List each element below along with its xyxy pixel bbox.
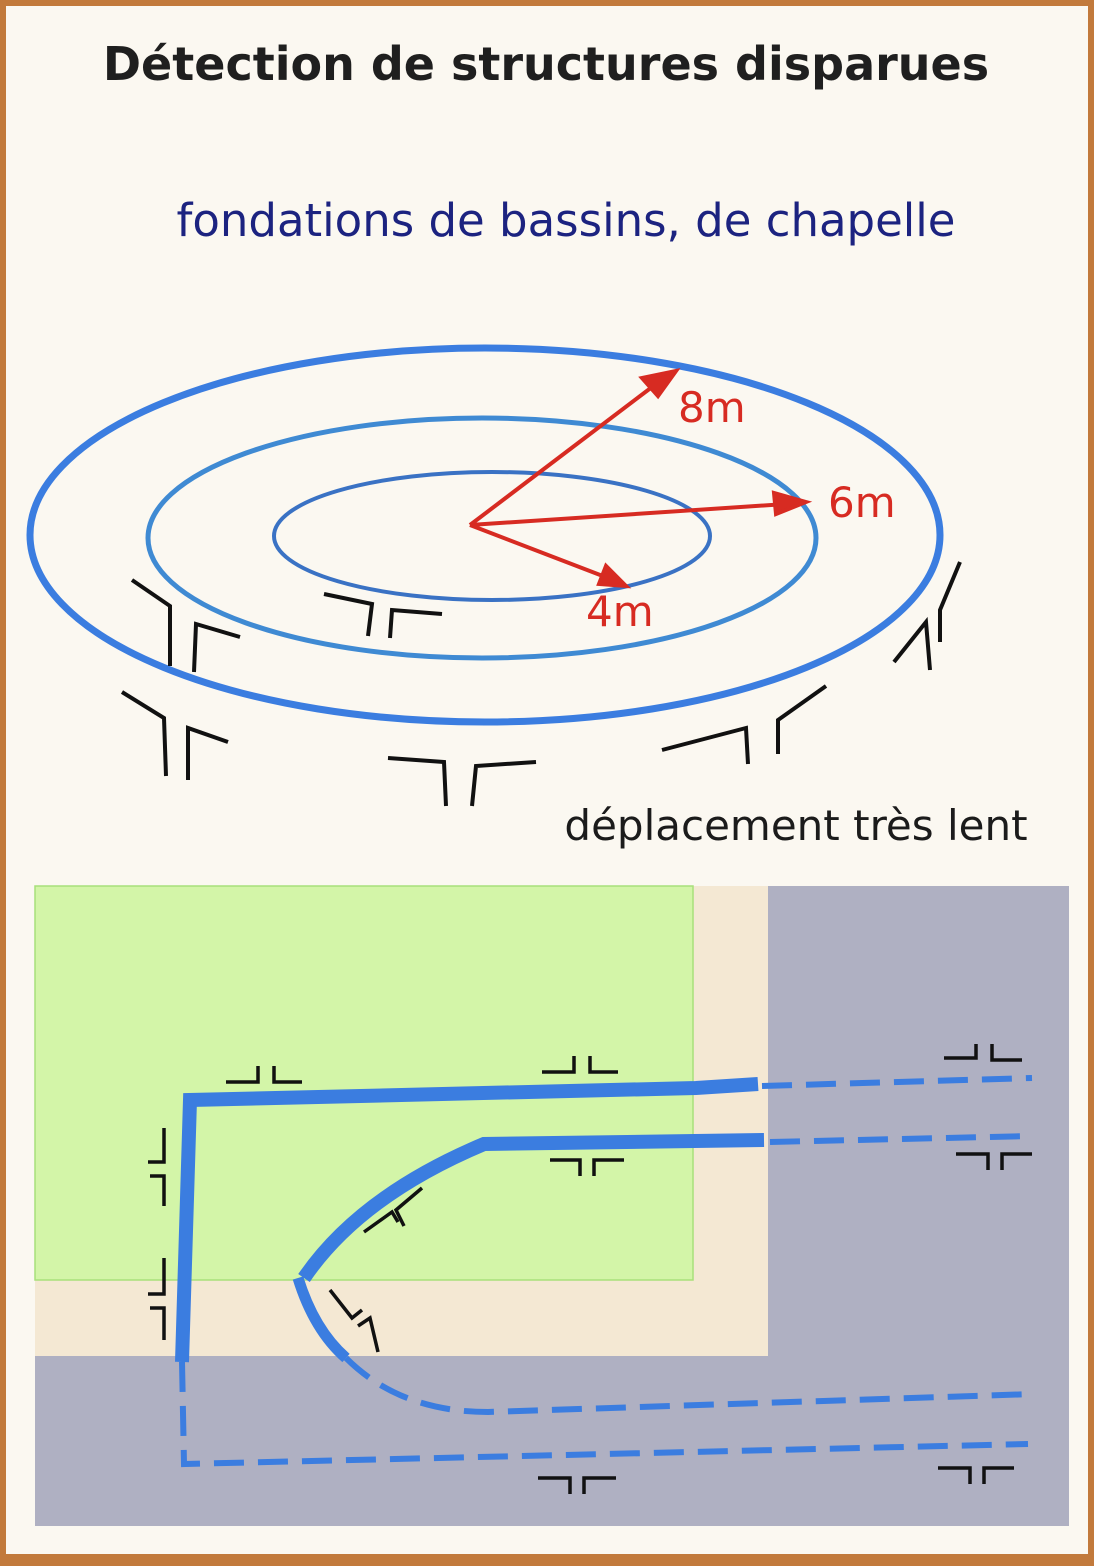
foundation-outer-dashed [179,1361,1029,1468]
label-8m: 8m [678,383,746,432]
crack-mark [982,1466,1014,1484]
crack-mark [550,1158,582,1176]
crack-mark [387,756,448,807]
foundation-inner-dashed [343,1355,1035,1416]
crack-mark [328,1288,364,1321]
diagram-title: Détection de structures disparues [103,37,989,91]
arrowhead-8m [638,368,681,400]
crack-mark [393,1186,424,1227]
crack-mark [226,1066,260,1084]
crack-mark [542,1056,576,1074]
crack-mark [150,1174,166,1206]
ring-inner [272,470,712,602]
crack-mark [148,1258,166,1296]
crack-mark [150,1306,166,1340]
crack-mark [470,760,537,807]
crack-mark [944,1044,978,1060]
foundation-top-dashed [761,1075,1033,1089]
diagram-frame: Détection de structures disparues fondat… [6,6,1088,1554]
crack-mark [357,1315,380,1353]
crack-mark [956,1152,990,1170]
crack-mark [990,1044,1022,1062]
map-panel [34,885,1069,1526]
arrowhead-4m [596,562,632,589]
crack-mark [148,1128,166,1164]
crack-mark [120,690,168,777]
crack-mark [130,578,172,666]
crack-mark [661,725,750,765]
crack-marks-top [120,561,962,807]
diagram-subtitle: fondations de bassins, de chapelle [177,194,956,247]
crack-mark [1000,1152,1032,1170]
crack-mark [592,1158,624,1176]
crack-mark [362,1209,400,1234]
crack-mark [538,1476,572,1494]
label-4m: 4m [586,587,654,636]
foundation-lines-dashed [179,1075,1035,1468]
crack-mark [776,684,828,754]
arrow-8m [468,382,658,527]
crack-mark [938,1466,972,1484]
crack-mark [323,592,375,637]
radius-arrows [468,368,813,589]
concentric-rings [26,344,944,726]
crack-mark [892,616,932,671]
ring-middle [145,415,819,661]
crack-mark [388,607,443,639]
crack-mark [192,621,241,673]
crack-mark [186,725,229,780]
crack-mark [588,1056,618,1074]
arrow-4m [469,523,609,580]
foundation-inner-curve [292,1276,350,1363]
foundation-outer-solid [175,1077,759,1363]
crack-marks-map [148,1044,1032,1494]
foundation-inner-solid [298,1133,765,1282]
arrowhead-6m [771,490,813,517]
label-6m: 6m [828,478,896,527]
caption-displacement: déplacement très lent [564,801,1027,850]
crack-mark [938,561,962,642]
crack-mark [582,1476,616,1494]
crack-mark [272,1066,302,1084]
arrow-6m [469,502,787,527]
ring-outer [26,344,944,726]
diagram-canvas: Détection de structures disparues fondat… [26,37,1069,1526]
foundation-lines-solid [175,1077,765,1363]
